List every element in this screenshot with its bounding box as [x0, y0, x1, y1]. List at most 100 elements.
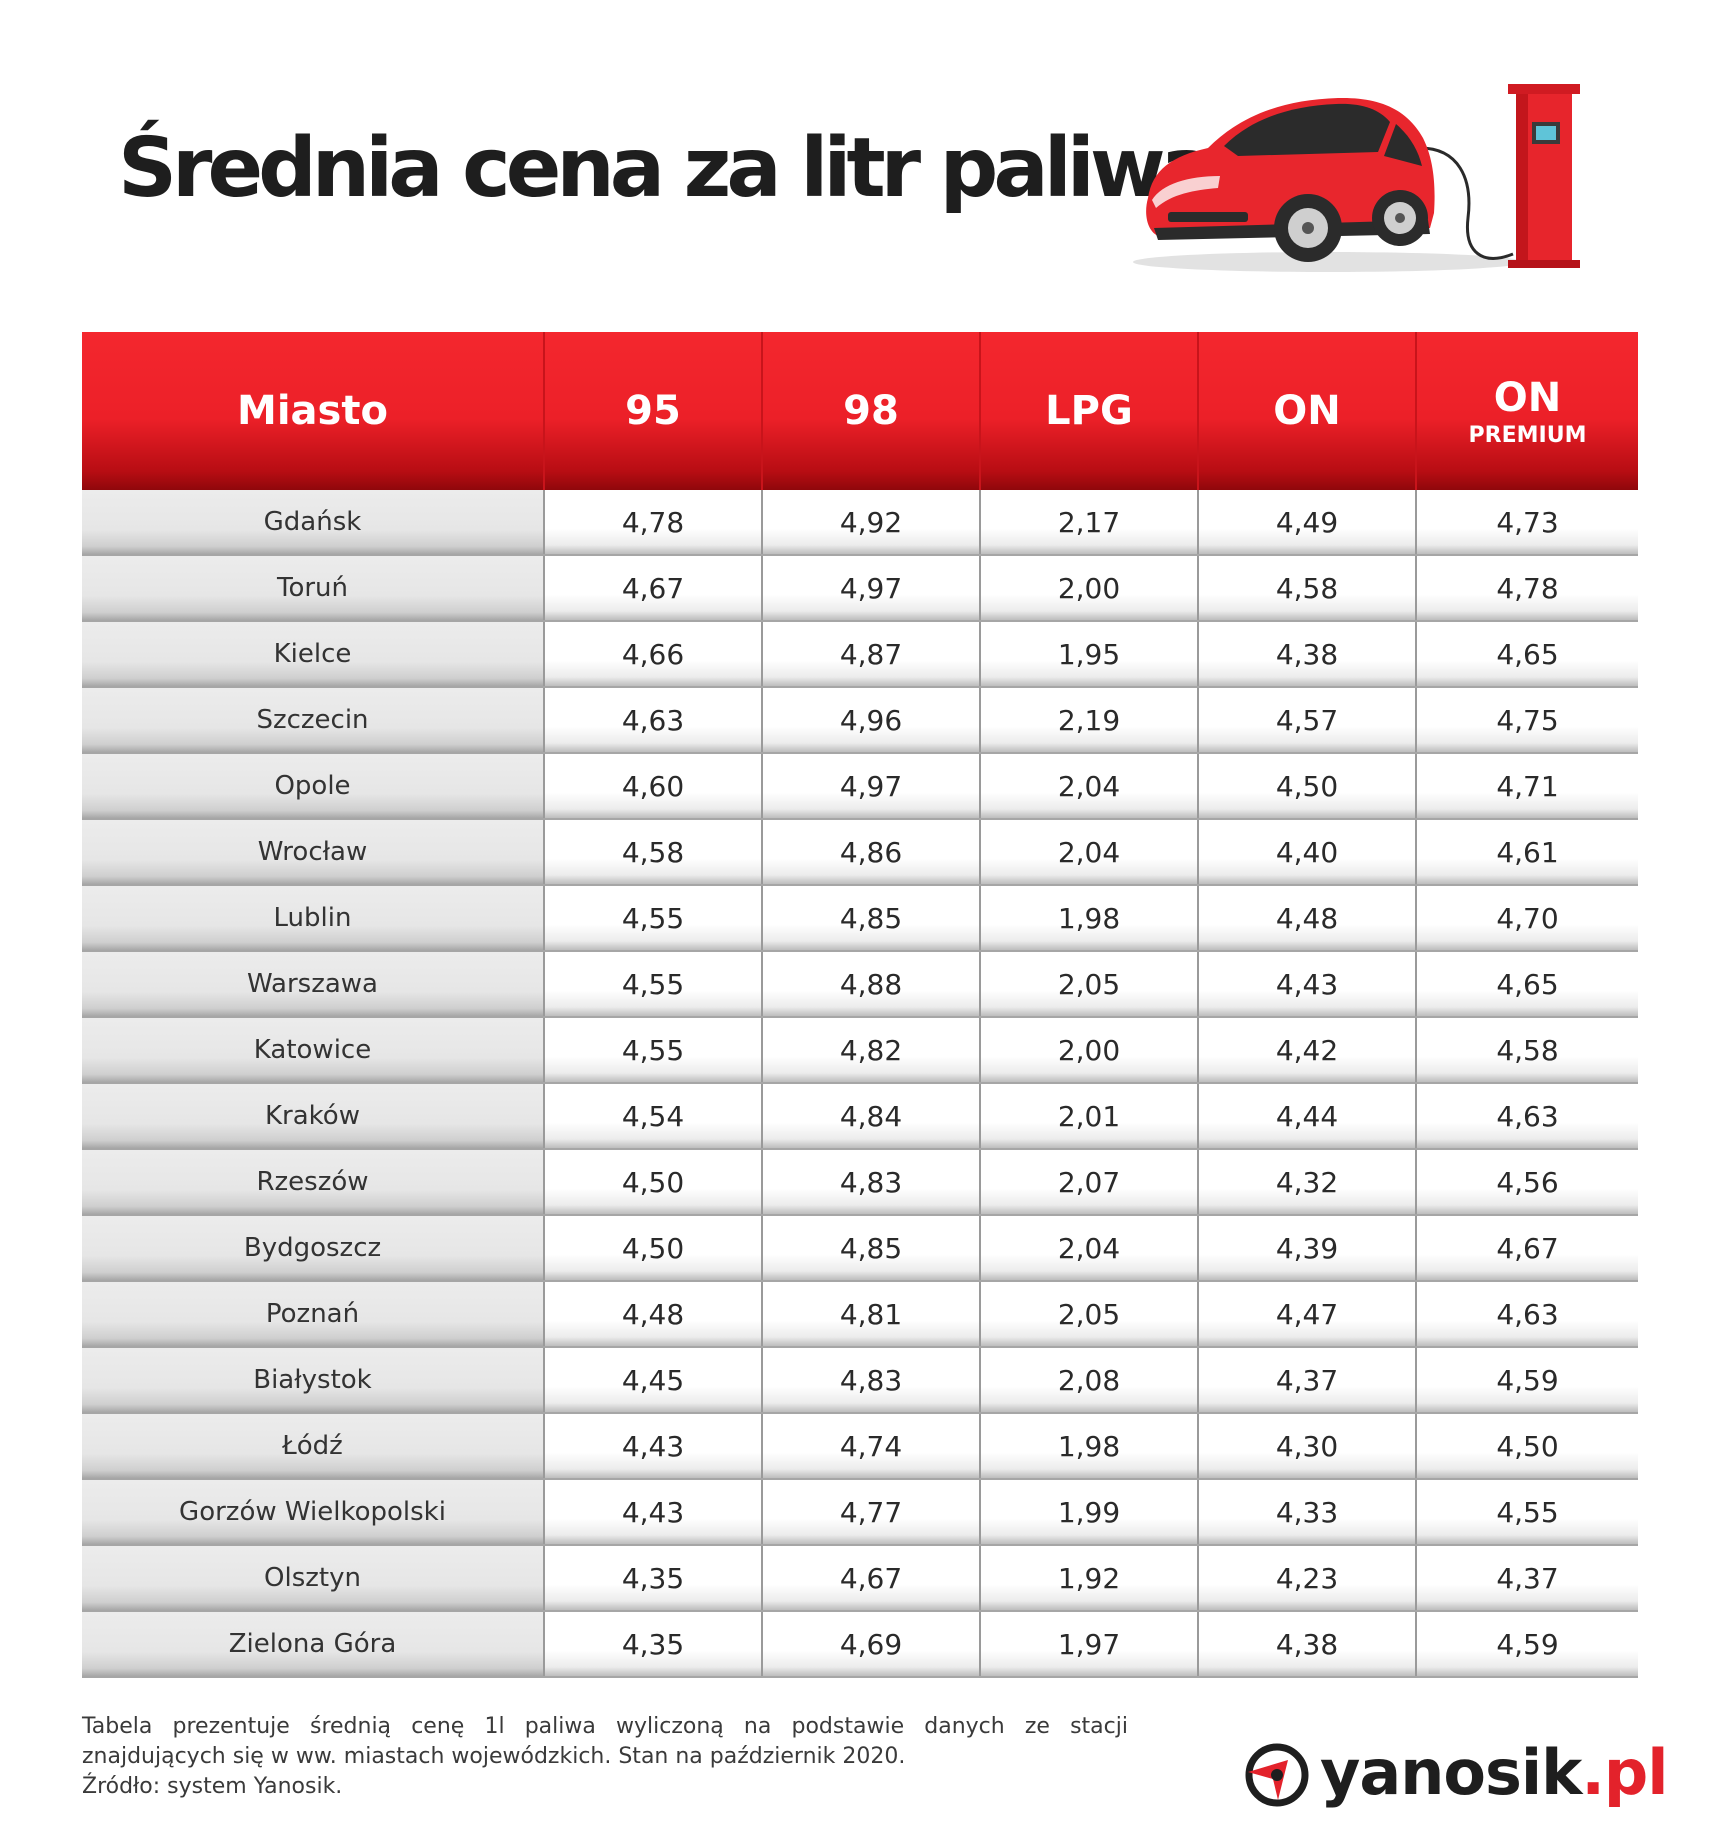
cell-98: 4,84: [761, 1083, 980, 1150]
charging-cable: [1419, 146, 1514, 260]
cell-on-premium: 4,78: [1415, 555, 1638, 622]
cell-98: 4,74: [761, 1413, 980, 1480]
cell-on-premium: 4,65: [1415, 621, 1638, 688]
cell-95: 4,58: [543, 819, 762, 886]
cell-on: 4,39: [1197, 1215, 1416, 1282]
cell-95: 4,66: [543, 621, 762, 688]
table-row: Wrocław 4,58 4,86 2,04 4,40 4,61: [82, 819, 1638, 886]
cell-lpg: 2,00: [979, 555, 1198, 622]
footnote: Tabela prezentuje średnią cenę 1l paliwa…: [82, 1712, 1128, 1802]
cell-on: 4,40: [1197, 819, 1416, 886]
cell-98: 4,97: [761, 753, 980, 820]
cell-lpg: 2,19: [979, 687, 1198, 754]
cell-on-premium: 4,73: [1415, 490, 1638, 556]
cell-98: 4,85: [761, 1215, 980, 1282]
cell-lpg: 1,97: [979, 1611, 1198, 1678]
cell-on-premium: 4,58: [1415, 1017, 1638, 1084]
cell-lpg: 1,98: [979, 885, 1198, 952]
cell-98: 4,92: [761, 490, 980, 556]
table-row: Warszawa 4,55 4,88 2,05 4,43 4,65: [82, 951, 1638, 1018]
cell-lpg: 2,08: [979, 1347, 1198, 1414]
cell-lpg: 2,07: [979, 1149, 1198, 1216]
table-row: Bydgoszcz 4,50 4,85 2,04 4,39 4,67: [82, 1215, 1638, 1282]
header-city: Miasto: [82, 332, 544, 490]
cell-city: Bydgoszcz: [82, 1215, 544, 1282]
cell-city: Szczecin: [82, 687, 544, 754]
cell-on: 4,23: [1197, 1545, 1416, 1612]
car-wheel-front: [1274, 194, 1342, 262]
cell-lpg: 2,04: [979, 819, 1198, 886]
cell-city: Gdańsk: [82, 490, 544, 556]
header-98: 98: [761, 332, 980, 490]
cell-city: Gorzów Wielkopolski: [82, 1479, 544, 1546]
header-95: 95: [543, 332, 762, 490]
cell-95: 4,55: [543, 1017, 762, 1084]
cell-on-premium: 4,67: [1415, 1215, 1638, 1282]
brand-logo: yanosik.pl: [1244, 1728, 1669, 1818]
cell-on: 4,47: [1197, 1281, 1416, 1348]
cell-on-premium: 4,59: [1415, 1347, 1638, 1414]
car-wheel-rear: [1372, 190, 1428, 246]
cell-on-premium: 4,50: [1415, 1413, 1638, 1480]
cell-lpg: 2,04: [979, 753, 1198, 820]
cell-on: 4,57: [1197, 687, 1416, 754]
cell-on: 4,49: [1197, 490, 1416, 556]
cell-city: Wrocław: [82, 819, 544, 886]
cell-95: 4,55: [543, 951, 762, 1018]
cell-lpg: 1,95: [979, 621, 1198, 688]
cell-lpg: 2,00: [979, 1017, 1198, 1084]
cell-on: 4,42: [1197, 1017, 1416, 1084]
cell-lpg: 2,01: [979, 1083, 1198, 1150]
fuel-price-table: Miasto 95 98 LPG ON ON PREMIUM Gdańsk 4,7…: [82, 332, 1638, 1678]
cell-95: 4,67: [543, 555, 762, 622]
table-row: Gorzów Wielkopolski 4,43 4,77 1,99 4,33 4,55: [82, 1479, 1638, 1546]
table-row: Katowice 4,55 4,82 2,00 4,42 4,58: [82, 1017, 1638, 1084]
cell-on: 4,58: [1197, 555, 1416, 622]
electric-car-icon: [1133, 84, 1580, 272]
table-row: Opole 4,60 4,97 2,04 4,50 4,71: [82, 753, 1638, 820]
cell-lpg: 2,05: [979, 1281, 1198, 1348]
cell-95: 4,48: [543, 1281, 762, 1348]
cell-95: 4,50: [543, 1149, 762, 1216]
cell-city: Rzeszów: [82, 1149, 544, 1216]
table-row: Poznań 4,48 4,81 2,05 4,47 4,63: [82, 1281, 1638, 1348]
header-on-premium-main: ON: [1493, 374, 1562, 421]
cell-lpg: 1,99: [979, 1479, 1198, 1546]
cell-city: Warszawa: [82, 951, 544, 1018]
cell-95: 4,55: [543, 885, 762, 952]
cell-95: 4,35: [543, 1545, 762, 1612]
cell-lpg: 1,98: [979, 1413, 1198, 1480]
table-row: Rzeszów 4,50 4,83 2,07 4,32 4,56: [82, 1149, 1638, 1216]
cell-city: Kielce: [82, 621, 544, 688]
cell-98: 4,69: [761, 1611, 980, 1678]
cell-city: Olsztyn: [82, 1545, 544, 1612]
cell-95: 4,43: [543, 1413, 762, 1480]
cell-lpg: 2,17: [979, 490, 1198, 556]
cell-95: 4,78: [543, 490, 762, 556]
brand-name-main: yanosik: [1320, 1736, 1582, 1809]
cell-city: Poznań: [82, 1281, 544, 1348]
cell-on-premium: 4,71: [1415, 753, 1638, 820]
cell-98: 4,96: [761, 687, 980, 754]
cell-on-premium: 4,65: [1415, 951, 1638, 1018]
cell-98: 4,77: [761, 1479, 980, 1546]
cell-lpg: 1,92: [979, 1545, 1198, 1612]
table-header-row: Miasto 95 98 LPG ON ON PREMIUM: [82, 332, 1638, 490]
cell-on-premium: 4,70: [1415, 885, 1638, 952]
cell-98: 4,86: [761, 819, 980, 886]
cell-on-premium: 4,63: [1415, 1281, 1638, 1348]
table-row: Toruń 4,67 4,97 2,00 4,58 4,78: [82, 555, 1638, 622]
cell-on: 4,48: [1197, 885, 1416, 952]
cell-city: Kraków: [82, 1083, 544, 1150]
cell-98: 4,88: [761, 951, 980, 1018]
page-title: Średnia cena za litr paliwa: [118, 121, 1216, 216]
cell-98: 4,97: [761, 555, 980, 622]
cell-98: 4,83: [761, 1347, 980, 1414]
cell-on: 4,32: [1197, 1149, 1416, 1216]
table-row: Olsztyn 4,35 4,67 1,92 4,23 4,37: [82, 1545, 1638, 1612]
cell-on: 4,38: [1197, 1611, 1416, 1678]
cell-98: 4,85: [761, 885, 980, 952]
cell-on-premium: 4,56: [1415, 1149, 1638, 1216]
cell-on-premium: 4,75: [1415, 687, 1638, 754]
cell-95: 4,60: [543, 753, 762, 820]
